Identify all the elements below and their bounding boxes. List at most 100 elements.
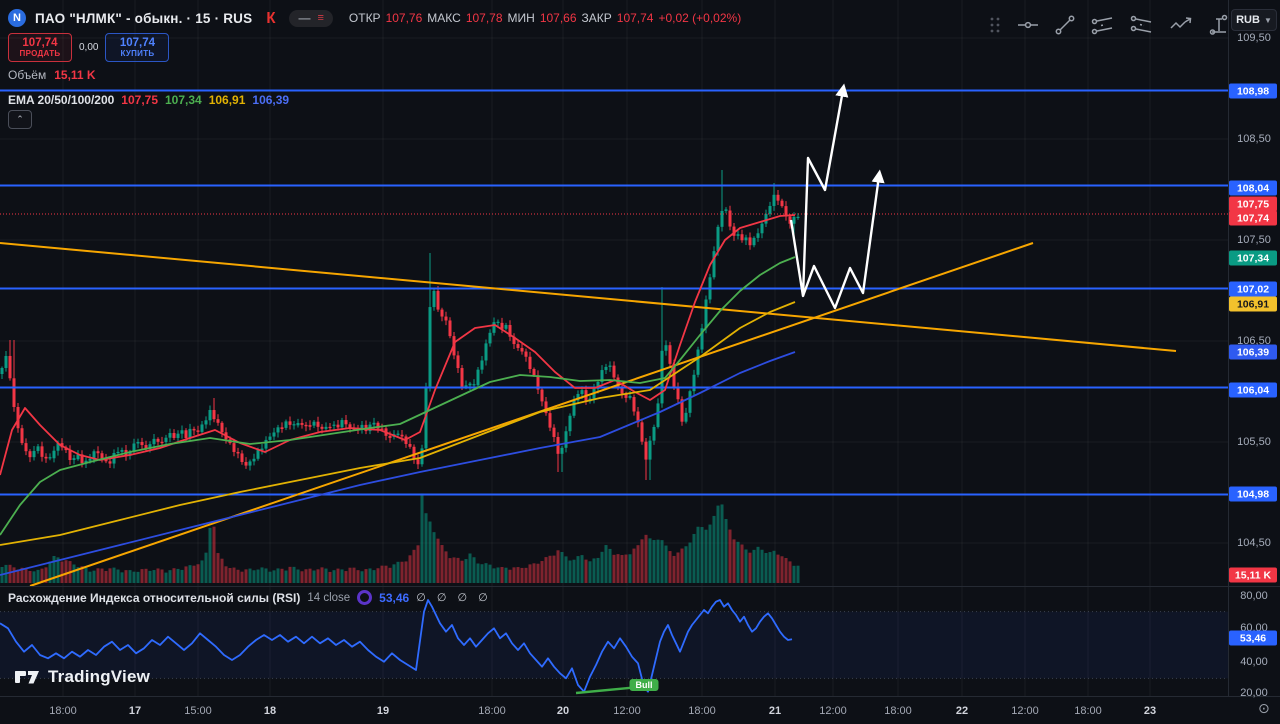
sell-button[interactable]: 107,74 ПРОДАТЬ bbox=[8, 33, 72, 62]
rsi-indicator-header[interactable]: Расхождение Индекса относительной силы (… bbox=[8, 590, 492, 605]
rsi-line bbox=[0, 599, 793, 693]
time-label: 18:00 bbox=[49, 705, 77, 717]
tradingview-wordmark: TradingView bbox=[48, 667, 151, 686]
high-label: МАКС bbox=[427, 11, 461, 25]
low-value: 107,66 bbox=[539, 11, 577, 25]
horizontal-line-tool-icon[interactable] bbox=[1017, 14, 1039, 36]
price-tick: 107,50 bbox=[1237, 234, 1271, 246]
tradingview-logo-icon bbox=[15, 671, 39, 684]
time-label: 18 bbox=[263, 705, 277, 717]
time-label: 18:00 bbox=[884, 705, 912, 717]
rsi-value: 53,46 bbox=[379, 590, 410, 605]
chevron-down-icon: ▼ bbox=[1263, 15, 1272, 25]
price-tick: 106,50 bbox=[1237, 335, 1271, 347]
wave-forecast-tool-icon[interactable] bbox=[1169, 14, 1193, 36]
open-value: 107,76 bbox=[385, 11, 423, 25]
status-pill[interactable]: — ≡ bbox=[289, 9, 333, 27]
trade-panel: 107,74 ПРОДАТЬ 0,00 107,74 КУПИТЬ bbox=[8, 33, 170, 62]
symbol-logo-letter: N bbox=[13, 12, 21, 24]
measure-projection-tool-icon[interactable] bbox=[1208, 13, 1230, 37]
price-label: 104,98 bbox=[1229, 486, 1277, 502]
ema100-line bbox=[0, 301, 796, 546]
trend-line-tool-icon[interactable] bbox=[1054, 14, 1076, 36]
price-tick: 108,50 bbox=[1237, 133, 1271, 145]
chevron-up-icon: ⌃ bbox=[16, 114, 24, 124]
symbol-header: N ПАО "НЛМК" - обыкн. · 15 · RUS К — ≡ О… bbox=[8, 9, 741, 27]
volume-value: 15,11 K bbox=[54, 68, 96, 82]
price-tick: 40,00 bbox=[1240, 656, 1268, 668]
time-label: 12:00 bbox=[1011, 705, 1039, 717]
rsi-source-icon bbox=[357, 590, 373, 605]
price-label: 107,34 bbox=[1229, 250, 1277, 266]
time-label: 21 bbox=[768, 705, 782, 717]
pane-separator[interactable] bbox=[0, 586, 1280, 587]
price-label: 107,75 bbox=[1229, 196, 1277, 212]
buy-button[interactable]: 107,74 КУПИТЬ bbox=[105, 33, 170, 62]
volume-row: Объём 15,11 K bbox=[8, 68, 96, 82]
price-label: 106,91 bbox=[1229, 296, 1277, 312]
price-label: 108,98 bbox=[1229, 83, 1277, 99]
currency-selector[interactable]: RUB ▼ bbox=[1231, 9, 1277, 31]
price-label: 106,39 bbox=[1229, 344, 1277, 360]
parallel-channel-tool-icon[interactable] bbox=[1091, 14, 1115, 36]
drag-handle-icon[interactable] bbox=[988, 15, 1002, 35]
flat-channel-tool-icon[interactable] bbox=[1130, 14, 1154, 36]
ema50-line bbox=[0, 256, 796, 536]
market-logo-icon: К bbox=[266, 9, 276, 27]
time-label: 23 bbox=[1143, 705, 1157, 717]
rsi-null-values: ∅ ∅ ∅ ∅ bbox=[416, 592, 492, 604]
ema-value: 106,91 bbox=[208, 93, 246, 107]
close-value: 107,74 bbox=[616, 11, 654, 25]
time-label: 12:00 bbox=[613, 705, 641, 717]
price-scale-separator bbox=[1228, 0, 1229, 696]
time-label: 15:00 bbox=[184, 705, 212, 717]
ema-label: EMA 20/50/100/200 bbox=[8, 93, 115, 107]
rsi-params: 14 close bbox=[307, 591, 351, 604]
tradingview-logo[interactable]: TradingView bbox=[14, 664, 150, 690]
ema-value: 107,75 bbox=[121, 93, 158, 107]
timezone-settings-gear-icon[interactable]: ⊙ bbox=[1258, 700, 1270, 716]
collapse-pane-button[interactable]: ⌃ bbox=[8, 110, 32, 129]
price-tick: 105,50 bbox=[1237, 436, 1271, 448]
price-tick: 20,00 bbox=[1240, 687, 1268, 699]
buy-label: КУПИТЬ bbox=[120, 48, 155, 58]
forecast-arrows[interactable] bbox=[789, 83, 885, 310]
time-label: 12:00 bbox=[819, 705, 847, 717]
price-label: 15,11 K bbox=[1229, 567, 1277, 583]
time-label: 19 bbox=[376, 705, 390, 717]
ema20-line bbox=[0, 214, 796, 476]
price-level-lines[interactable] bbox=[0, 89, 1228, 496]
ema-values: 107,75 107,34 106,91 106,39 bbox=[121, 93, 296, 107]
sell-price: 107,74 bbox=[22, 36, 58, 49]
price-label: 107,02 bbox=[1229, 281, 1277, 297]
symbol-logo[interactable]: N bbox=[8, 9, 26, 27]
time-label: 22 bbox=[955, 705, 969, 717]
minimize-icon[interactable]: — bbox=[298, 11, 311, 25]
favorite-drawings-toolbar bbox=[988, 13, 1230, 37]
price-tick: 80,00 bbox=[1240, 590, 1268, 602]
price-label: 107,74 bbox=[1229, 210, 1277, 226]
symbol-title[interactable]: ПАО "НЛМК" - обыкн. · 15 · RUS bbox=[35, 10, 253, 26]
market-status-icon[interactable]: ≡ bbox=[317, 12, 324, 24]
time-label: 18:00 bbox=[688, 705, 716, 717]
ohlc-values: ОТКР 107,76 МАКС 107,78 МИН 107,66 ЗАКР … bbox=[349, 11, 741, 25]
grid-lines bbox=[0, 0, 1228, 696]
rsi-title: Расхождение Индекса относительной силы (… bbox=[8, 590, 301, 605]
buy-price: 107,74 bbox=[119, 36, 156, 49]
trend-lines[interactable] bbox=[0, 242, 1177, 587]
price-label: 106,04 bbox=[1229, 382, 1277, 398]
bull-divergence-badge: Bull bbox=[629, 679, 659, 691]
change-value: +0,02 (+0,02%) bbox=[658, 11, 742, 25]
time-label: 18:00 bbox=[1074, 705, 1102, 717]
currency-value: RUB bbox=[1236, 14, 1260, 26]
time-label: 17 bbox=[128, 705, 142, 717]
price-label: 53,46 bbox=[1229, 630, 1277, 646]
time-label: 20 bbox=[556, 705, 570, 717]
candles-layer bbox=[0, 170, 800, 480]
sell-label: ПРОДАТЬ bbox=[19, 48, 61, 58]
ema-indicator-row[interactable]: EMA 20/50/100/200 107,75 107,34 106,91 106,… bbox=[8, 93, 296, 107]
close-label: ЗАКР bbox=[581, 11, 612, 25]
ema200-line bbox=[0, 351, 796, 576]
rsi-band bbox=[0, 611, 1228, 679]
